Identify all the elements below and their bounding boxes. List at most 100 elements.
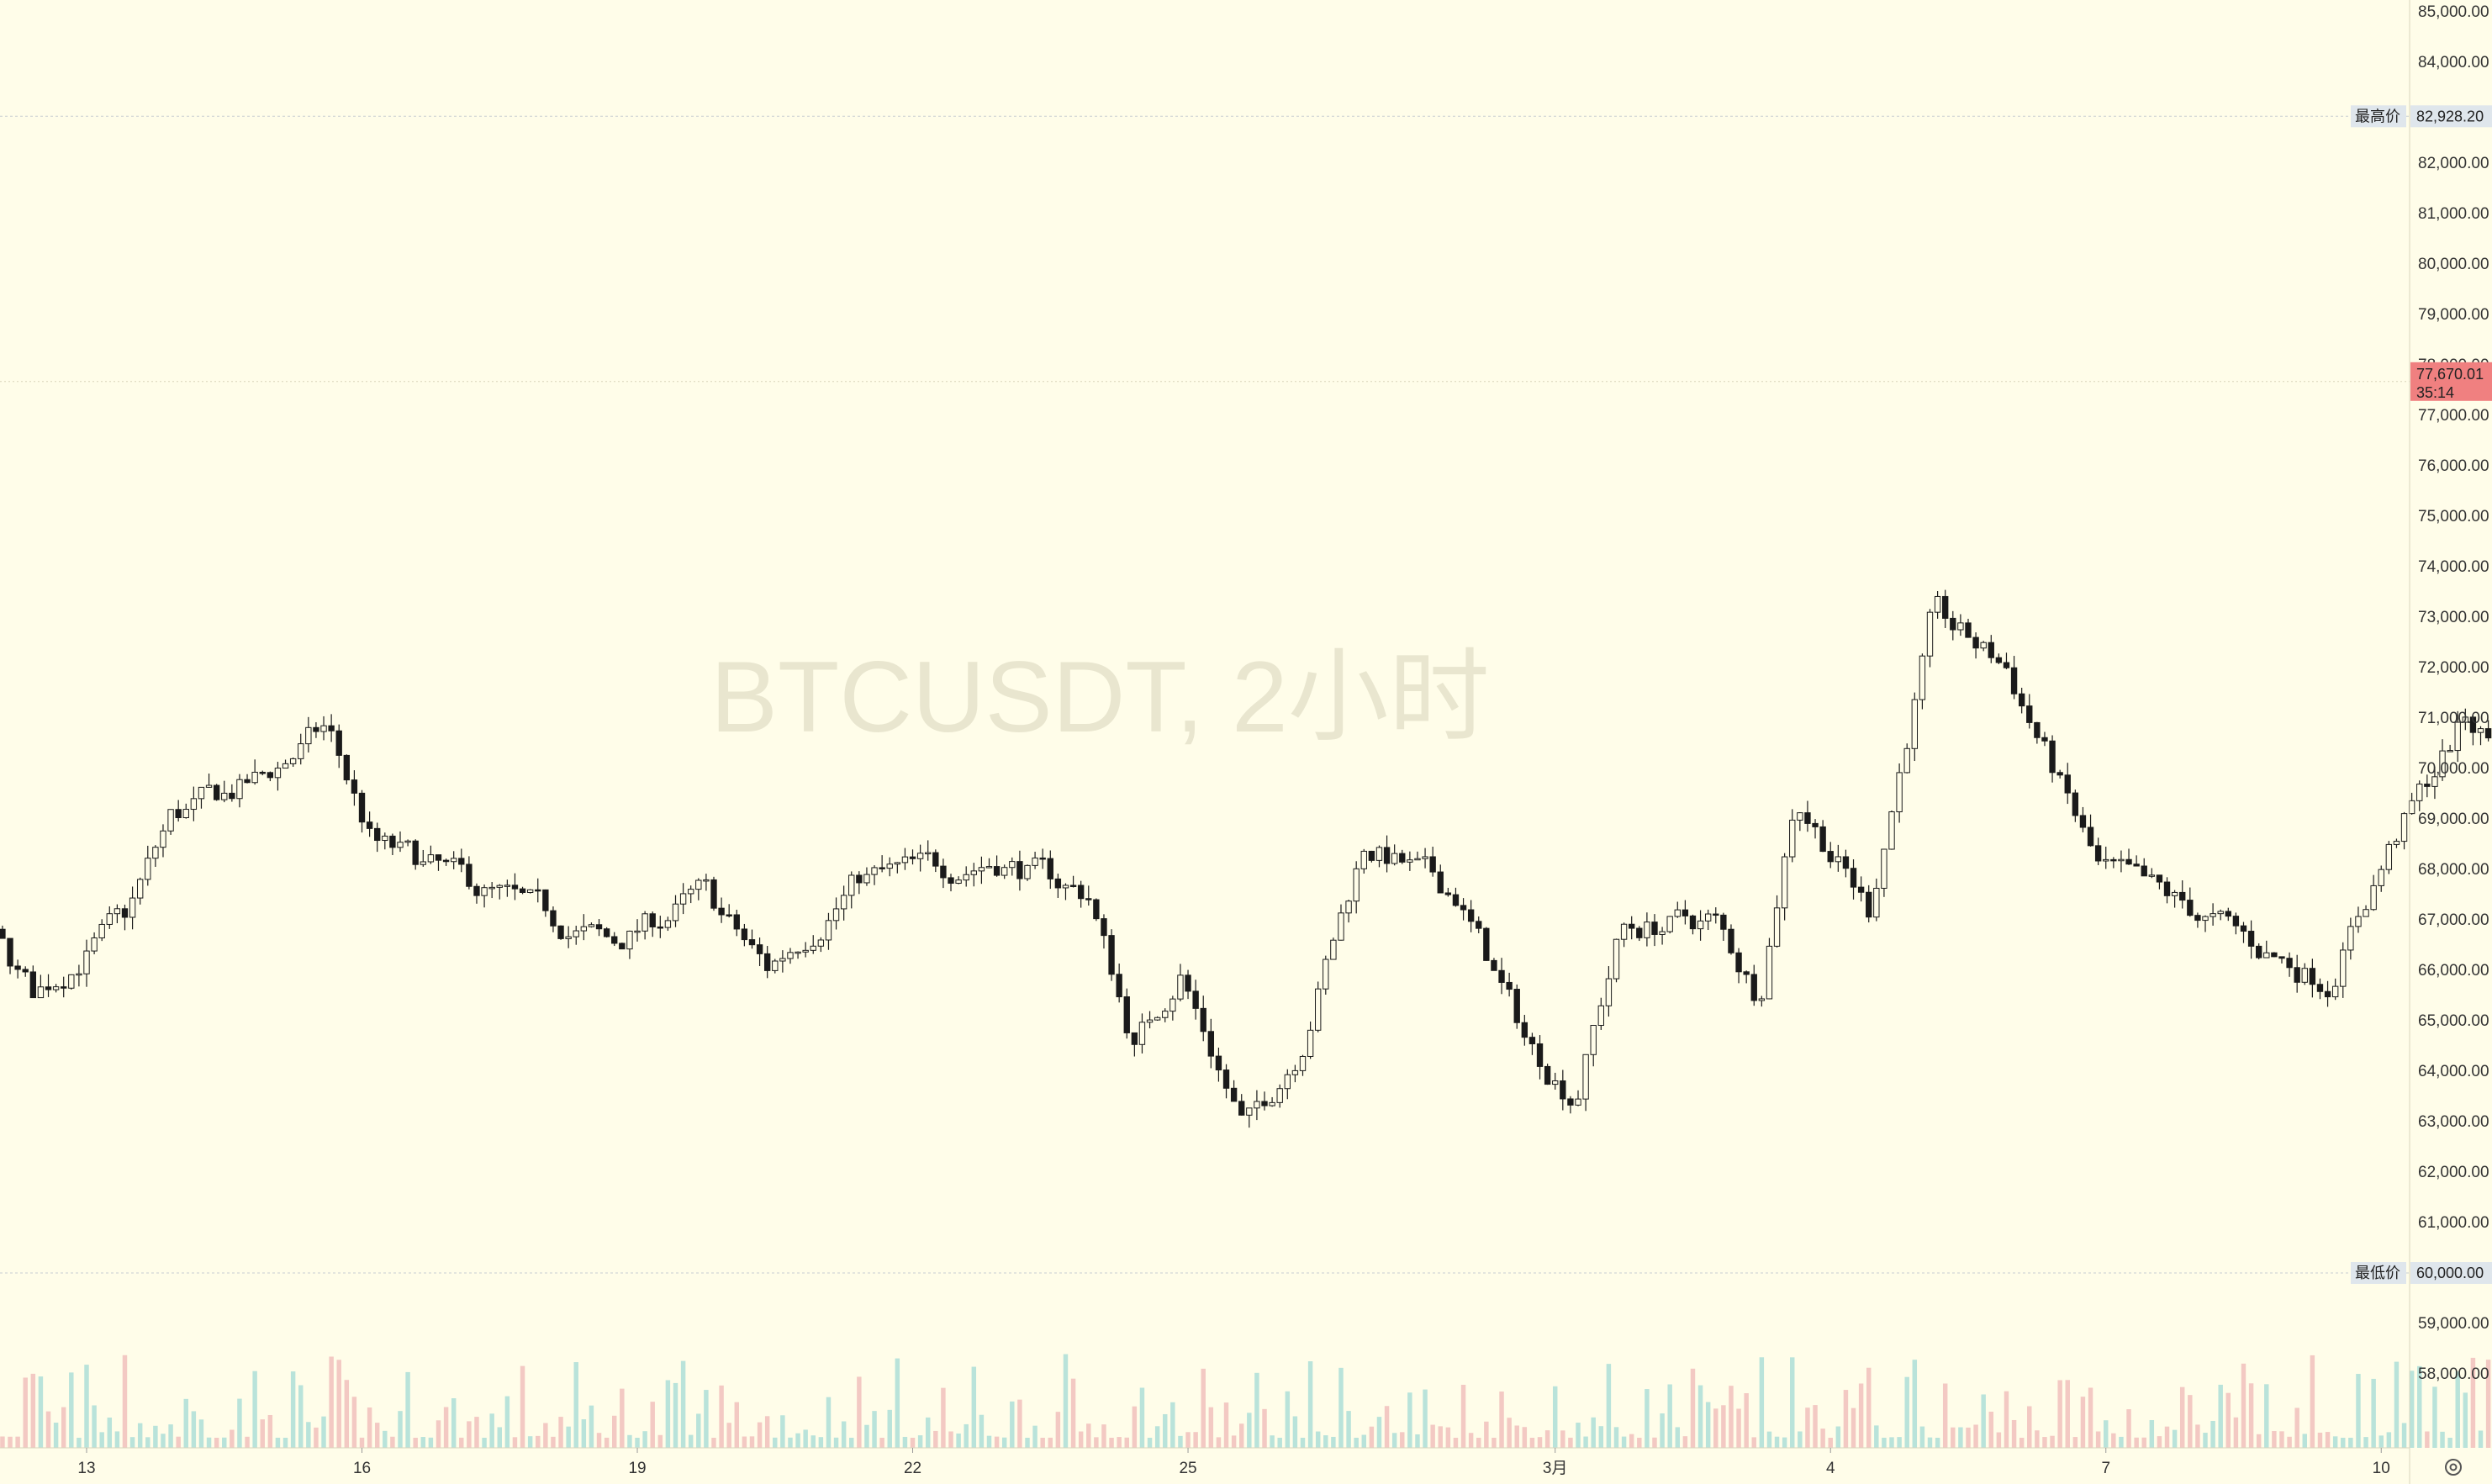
volume-bar [359,1437,365,1448]
volume-bar [1798,1431,1803,1448]
x-tick-label: 3月 [1543,1460,1568,1477]
high-value: 82,928.20 [2416,108,2484,124]
candle-body [1177,974,1184,1000]
candle-body [351,779,358,794]
candle-body [2347,926,2354,951]
candle-body [2064,774,2071,794]
volume-bar [1537,1437,1543,1448]
volume-bar [1078,1431,1084,1448]
volume-bar [198,1419,204,1448]
volume-bar [145,1437,150,1448]
volume-bar [53,1423,59,1448]
high-label-background [2351,105,2406,128]
candle-body [2133,863,2140,867]
candle-body [2148,874,2156,877]
candle-body [1101,918,1107,937]
candle-body [1995,657,2003,663]
candle-body [1750,974,1757,1001]
y-tick-label: 58,000.00 [2418,1365,2489,1383]
volume-bar [2225,1392,2231,1448]
volume-bar [1942,1383,1948,1448]
volume-bar [512,1437,518,1448]
volume-bar [2119,1436,2124,1448]
candle-body [1536,1043,1544,1067]
volume-bar [2111,1433,2116,1448]
candle-body [2187,900,2194,916]
volume-bar [1323,1435,1328,1448]
candle-body [244,779,251,784]
candle-body [298,743,304,759]
x-tick-label: 16 [353,1460,371,1477]
volume-bar [1391,1433,1397,1448]
volume-bar [336,1360,341,1448]
candle-body [2439,750,2446,778]
y-tick-label: 68,000.00 [2418,861,2489,879]
volume-bar [1697,1385,1703,1448]
volume-bar [1070,1378,1076,1448]
volume-bar [2386,1432,2392,1448]
candle-body [1942,595,1949,619]
time-axis[interactable]: 1013161922253月47101316192225284月47101316… [0,1448,2492,1477]
candle-body [1835,856,1842,863]
volume-bar [114,1431,120,1448]
candle-body [1857,886,1865,893]
volume-bar [383,1430,388,1448]
candle-body [1062,885,1069,889]
volume-bars [0,1354,2491,1448]
volume-bar [1598,1426,1604,1448]
candle-body [2026,705,2033,723]
volume-bar [1560,1430,1565,1448]
volume-bar [1552,1386,1558,1448]
volume-bar [711,1437,716,1448]
volume-bar [451,1398,457,1448]
high-value-background [2410,105,2492,128]
candle-body [1842,856,1850,869]
volume-bar [153,1425,158,1448]
candle-body [2179,891,2186,901]
volume-bar [764,1416,770,1448]
volume-bar [2141,1437,2146,1448]
candle-body [190,798,198,811]
gear-icon[interactable] [2445,1459,2462,1476]
candle-body [1299,1055,1307,1071]
candle-body [2316,984,2324,992]
volume-bar [191,1411,197,1448]
volume-bar [252,1370,257,1448]
volume-bar [1583,1436,1588,1448]
candle-body [1674,909,1681,917]
volume-bar [2233,1417,2239,1448]
y-tick-label: 79,000.00 [2418,306,2489,324]
candle-body [2049,740,2056,774]
candles[interactable] [0,292,2492,1128]
volume-bar [773,1437,778,1448]
candle-body [1827,851,1834,863]
candle-body [1957,622,1964,631]
candle-body [1276,1088,1283,1103]
candle-body [1269,1101,1275,1106]
candle-body [1399,853,1406,863]
volume-bar [1216,1437,1222,1448]
volume-bar [2248,1383,2254,1448]
candle-body [374,827,381,842]
volume-bar [1713,1408,1719,1448]
candle-body [1429,856,1436,873]
candle-body [1866,891,1872,918]
volume-bar [1843,1390,1849,1448]
volume-bar [314,1427,319,1448]
candle-body [795,951,801,954]
volume-bar [1576,1423,1581,1448]
x-tick-label: 7 [2101,1460,2110,1477]
candle-body [229,792,235,800]
candle-body [251,771,258,784]
candle-body [2256,945,2262,959]
candle-body [1039,857,1046,860]
candle-body [236,779,243,800]
candle-body [2210,913,2216,917]
candle-body [335,730,342,756]
volume-bar [1667,1384,1672,1448]
low-label-background [2351,1262,2406,1284]
candle-body [772,960,779,971]
candle-body [1032,857,1038,866]
